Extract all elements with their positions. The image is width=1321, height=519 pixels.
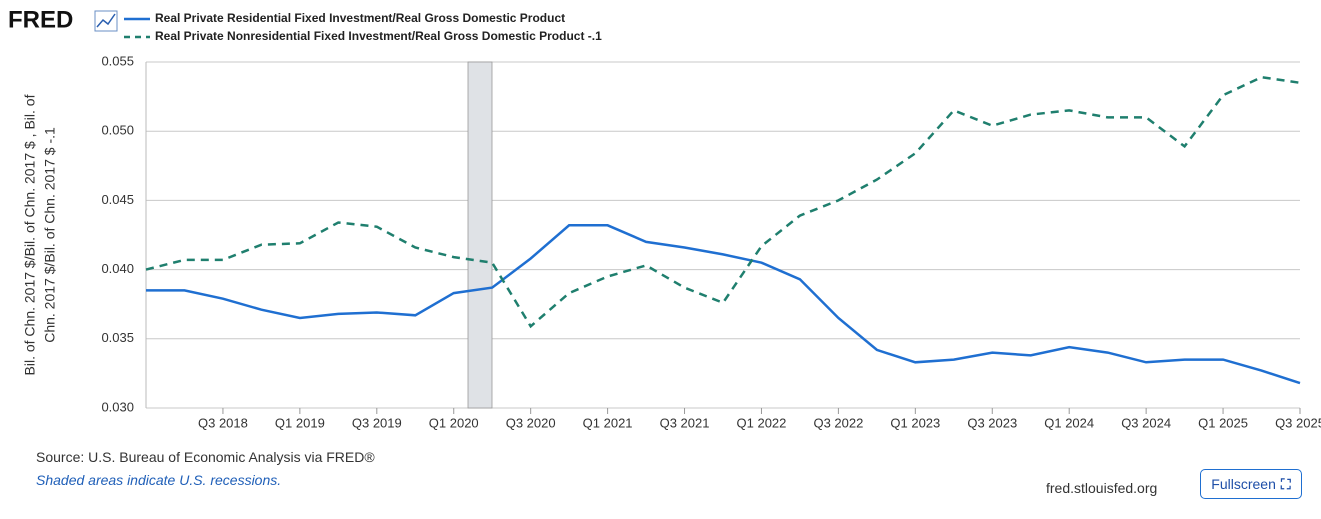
x-tick-label: Q3 2025 xyxy=(1275,415,1321,430)
logo-icon xyxy=(96,13,116,28)
y-tick-label: 0.050 xyxy=(101,123,134,138)
x-tick-label: Q1 2021 xyxy=(583,415,633,430)
logo-icon xyxy=(94,10,118,32)
x-tick-label: Q3 2024 xyxy=(1121,415,1171,430)
button-label[interactable]: Fullscreen xyxy=(1211,476,1276,492)
x-tick-label: Q3 2020 xyxy=(506,415,556,430)
x-tick-label: Q3 2022 xyxy=(813,415,863,430)
y-tick-label: 0.040 xyxy=(101,261,134,276)
icon[interactable]: ⛶ xyxy=(1280,475,1291,492)
fullscreen-button[interactable]: Fullscreen ⛶ xyxy=(1200,469,1302,499)
y-tick-label: 0.030 xyxy=(101,399,134,414)
x-tick-label: Q1 2022 xyxy=(737,415,787,430)
x-tick-label: Q3 2023 xyxy=(967,415,1017,430)
x-tick-label: Q1 2019 xyxy=(275,415,325,430)
logo: FRED xyxy=(8,6,73,33)
recession-shade xyxy=(467,61,493,409)
x-tick-label: Q1 2024 xyxy=(1044,415,1094,430)
y-tick-label: 0.055 xyxy=(101,53,134,68)
series-line xyxy=(145,75,1301,329)
x-tick-label: Q1 2023 xyxy=(890,415,940,430)
recession-note: Shaded areas indicate U.S. recessions. xyxy=(36,472,282,488)
legend-label: Real Private Residential Fixed Investmen… xyxy=(155,11,565,25)
source: Source: U.S. Bureau of Economic Analysis… xyxy=(36,449,375,465)
y-tick-label: 0.045 xyxy=(101,192,134,207)
chart: FRED 0.030 0.035 0.040 0.045 0.050 0.055 Q3 20… xyxy=(8,6,1321,430)
x-tick-label: Q3 2019 xyxy=(352,415,402,430)
x-tick-label: Q1 2025 xyxy=(1198,415,1248,430)
y-axis-label: Chn. 2017 $/Bil. of Chn. 2017 $ -.1 xyxy=(42,127,58,343)
site: fred.stlouisfed.org xyxy=(1046,480,1158,496)
legend-label: Real Private Nonresidential Fixed Invest… xyxy=(155,29,602,43)
x-tick-label: Q1 2020 xyxy=(429,415,479,430)
x-tick-label: Q3 2018 xyxy=(198,415,248,430)
y-axis-label: Bil. of Chn. 2017 $/Bil. of Chn. 2017 $ … xyxy=(22,94,38,375)
y-tick-label: 0.035 xyxy=(101,330,134,345)
series-line xyxy=(146,224,1301,385)
x-tick-label: Q3 2021 xyxy=(660,415,710,430)
